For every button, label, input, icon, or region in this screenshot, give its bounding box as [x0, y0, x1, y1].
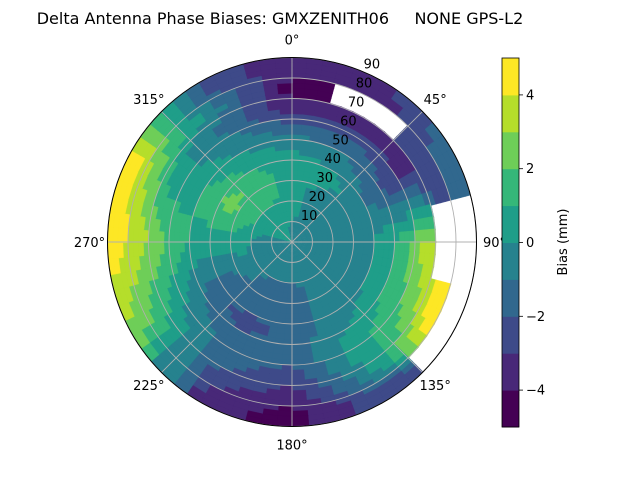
colorbar: −4 −2 0 2 4	[501, 57, 545, 428]
colorbar-band	[502, 353, 519, 391]
radial-tick-label: 60	[340, 114, 357, 129]
radial-tick-label: 10	[301, 209, 318, 224]
angular-gridline	[161, 111, 293, 243]
contour-cell	[107, 240, 114, 260]
angular-gridline	[291, 111, 423, 243]
radial-tick-labels: 10 20 30 40 50 60 70 80 90	[301, 58, 380, 225]
angular-tick-label: 135°	[420, 379, 451, 394]
colorbar-tick-label: 0	[526, 236, 534, 251]
polar-grid	[107, 57, 477, 427]
angular-gridline	[291, 241, 423, 373]
colorbar-band	[502, 390, 519, 428]
colorbar-tick-label: −4	[526, 384, 545, 399]
chart-title: Delta Antenna Phase Biases: GMXZENITH06 …	[37, 9, 524, 28]
angular-tick-label: 90°	[483, 236, 506, 251]
contour-cell	[290, 420, 310, 427]
colorbar-tick-label: 2	[526, 162, 534, 177]
radial-tick-label: 50	[332, 133, 349, 148]
colorbar-band	[502, 168, 519, 207]
angular-tick-labels: 0° 45° 90° 135° 180° 225° 270° 315°	[74, 34, 506, 454]
colorbar-band	[502, 131, 519, 170]
angular-gridline	[161, 241, 293, 373]
colorbar-band	[502, 242, 519, 280]
colorbar-band	[502, 94, 519, 133]
angular-tick-label: 315°	[133, 93, 164, 108]
polar-frame	[107, 57, 477, 427]
colorbar-tick-label: −2	[526, 310, 545, 325]
colorbar-band	[502, 205, 519, 243]
radial-tick-label: 90	[364, 58, 381, 73]
angular-tick-label: 0°	[285, 34, 300, 49]
colorbar-tick-label: 4	[526, 88, 534, 103]
radial-tick-label: 30	[317, 171, 334, 186]
angular-tick-label: 225°	[133, 379, 164, 394]
contour-cell	[274, 57, 294, 64]
colorbar-label: Bias (mm)	[556, 209, 571, 276]
angular-tick-label: 270°	[74, 236, 105, 251]
colorbar-band	[502, 58, 519, 96]
colorbar-band	[502, 316, 519, 354]
angular-tick-label: 180°	[276, 439, 307, 454]
radial-tick-label: 80	[356, 76, 373, 91]
colorbar-band	[502, 279, 519, 317]
contour-fill	[107, 57, 477, 427]
radial-tick-label: 40	[324, 152, 341, 167]
radial-tick-label: 70	[348, 95, 365, 110]
radial-tick-label: 20	[309, 190, 326, 205]
angular-tick-label: 45°	[424, 93, 447, 108]
